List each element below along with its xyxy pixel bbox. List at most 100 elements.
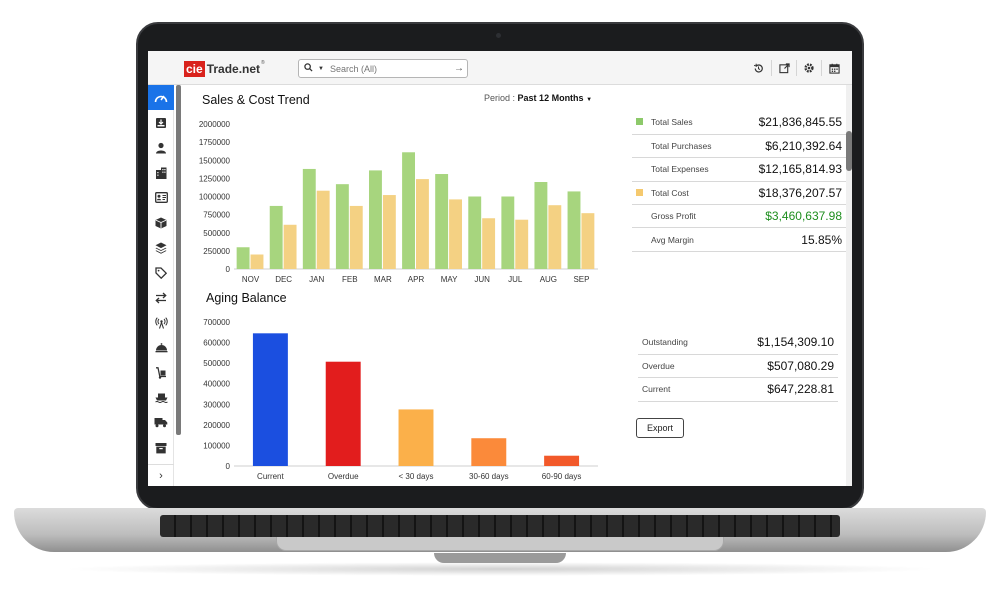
legend-swatch: [636, 165, 643, 172]
search-submit-arrow-icon[interactable]: →: [454, 63, 464, 74]
x-tick-label: FEB: [342, 275, 358, 284]
x-tick-label: DEC: [275, 275, 292, 284]
sidebar-scrollbar[interactable]: [176, 85, 181, 435]
y-tick-label: 200000: [203, 421, 230, 430]
stat-row: Total Sales $21,836,845.55: [632, 111, 846, 135]
y-tick-label: 100000: [203, 441, 230, 450]
laptop-shadow: [60, 562, 940, 576]
stat-row: Total Purchases $6,210,392.64: [632, 134, 846, 159]
stat-label: Avg Margin: [632, 227, 734, 252]
sidebar-item-archive[interactable]: [148, 435, 174, 460]
sidebar-item-services[interactable]: [148, 335, 174, 360]
bar-60-90-days: [544, 455, 580, 466]
stat-label: Gross Profit: [632, 204, 734, 229]
search-input[interactable]: [329, 63, 451, 74]
legend-swatch: [636, 118, 643, 126]
stat-label: Total Expenses: [632, 157, 734, 182]
sidebar-expand-chevron-icon[interactable]: ›: [148, 464, 174, 486]
bar-series-2: [515, 219, 529, 269]
stat-row: Total Expenses $12,165,814.93: [632, 157, 846, 182]
history-icon[interactable]: [746, 60, 771, 76]
tag-icon: [155, 266, 167, 279]
search-scope-caret-icon[interactable]: ▼: [318, 65, 324, 72]
external-link-icon[interactable]: [771, 60, 796, 76]
logo-prefix: cie: [184, 60, 205, 77]
bar-series-2: [283, 224, 297, 269]
stat-value: $6,210,392.64: [733, 134, 846, 159]
layers-icon: [155, 242, 167, 254]
legend-swatch: [636, 212, 643, 219]
bar-series-2: [250, 254, 264, 269]
y-tick-label: 1750000: [199, 138, 231, 147]
app-logo[interactable]: cie Trade.net ®: [184, 60, 265, 77]
sidebar-item-inbox[interactable]: [148, 110, 174, 135]
sidebar-item-products[interactable]: [148, 210, 174, 235]
stat-label-text: Overdue: [642, 361, 675, 372]
x-tick-label: AUG: [540, 275, 557, 284]
bar-series-2: [449, 199, 462, 269]
stat-label: Total Cost: [632, 181, 734, 206]
gear-icon[interactable]: [796, 60, 821, 76]
x-tick-label: MAR: [374, 275, 392, 284]
legend-swatch: [636, 236, 643, 243]
bar-series-1: [236, 247, 250, 269]
bar-series-2: [581, 213, 595, 269]
transfer-arrows-icon: [155, 292, 167, 303]
y-tick-label: 750000: [203, 211, 230, 220]
legend-swatch: [636, 142, 643, 149]
sidebar-item-transfers[interactable]: [148, 285, 174, 310]
sidebar-item-shipping[interactable]: [148, 385, 174, 410]
x-tick-label: SEP: [573, 275, 589, 284]
stat-value: 15.85%: [733, 227, 846, 252]
bar-series-1: [335, 184, 349, 269]
sidebar-item-contacts[interactable]: [148, 135, 174, 160]
bar-series-2: [548, 205, 562, 269]
y-tick-label: 500000: [203, 359, 230, 368]
search-icon[interactable]: [304, 62, 318, 75]
period-selector[interactable]: Period : Past 12 Months ▼: [484, 93, 592, 103]
sidebar-item-contact-card[interactable]: [148, 185, 174, 210]
bar-series-2: [482, 218, 496, 269]
y-tick-label: 1500000: [199, 156, 231, 165]
webcam: [496, 33, 501, 38]
period-value: Past 12 Months: [517, 93, 584, 103]
sidebar-item-pricing[interactable]: [148, 260, 174, 285]
keyboard: [160, 515, 840, 537]
sidebar-item-delivery[interactable]: [148, 410, 174, 435]
y-tick-label: 250000: [203, 247, 230, 256]
stat-value: $18,376,207.57: [733, 181, 846, 206]
archive-icon: [155, 442, 167, 453]
main-scrollbar-track[interactable]: [846, 85, 852, 486]
stat-row: Gross Profit $3,460,637.98: [632, 204, 846, 229]
bar-30-60-days: [471, 438, 507, 466]
sidebar-item-broadcast[interactable]: [148, 310, 174, 335]
sidebar-item-dashboard[interactable]: [148, 85, 174, 110]
stat-value: $12,165,814.93: [733, 157, 846, 182]
period-label: Period :: [484, 93, 516, 103]
main-scrollbar-thumb[interactable]: [846, 131, 852, 171]
x-tick-label: APR: [408, 275, 425, 284]
bar-series-2: [349, 205, 363, 269]
sidebar-item-companies[interactable]: [148, 160, 174, 185]
aging-stats-table: Outstanding $1,154,309.10 Overdue $507,080.…: [638, 331, 838, 402]
calendar-icon[interactable]: [821, 60, 846, 76]
x-tick-label: < 30 days: [399, 472, 434, 481]
x-tick-label: 60-90 days: [542, 472, 582, 481]
sales-stats-table: Total Sales $21,836,845.55 Total Purchases…: [632, 111, 846, 252]
stat-label-text: Avg Margin: [651, 234, 694, 245]
ship-icon: [154, 393, 168, 403]
dashboard-gauge-icon: [154, 95, 168, 102]
logo-mark: ®: [261, 60, 265, 66]
building-icon: [156, 167, 167, 179]
export-button[interactable]: Export: [636, 418, 684, 438]
bar-series-2: [416, 179, 429, 269]
sidebar-nav: ›: [148, 85, 174, 486]
stat-value: $21,836,845.55: [733, 111, 846, 135]
stat-value: $1,154,309.10: [714, 331, 838, 355]
sidebar-item-inventory[interactable]: [148, 235, 174, 260]
sidebar-item-warehouse[interactable]: [148, 360, 174, 385]
x-tick-label: MAY: [441, 275, 458, 284]
contact-card-icon: [154, 192, 168, 203]
stat-label-text: Total Purchases: [651, 141, 712, 152]
stat-label-text: Total Expenses: [651, 164, 709, 175]
